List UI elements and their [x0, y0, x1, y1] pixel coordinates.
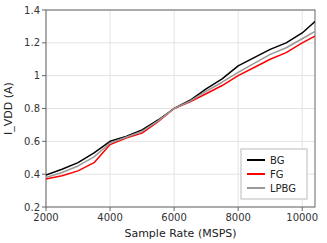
x-axis-label: Sample Rate (MSPS) [124, 227, 236, 240]
tick-label-y: 1.2 [24, 37, 40, 48]
y-axis-label: I_VDD (A) [2, 82, 15, 135]
grid-line-y [46, 141, 315, 142]
tick-label-x: 2000 [33, 212, 58, 223]
legend-swatch [247, 173, 265, 175]
tick-label-x: 8000 [225, 212, 250, 223]
legend-label: FG [270, 169, 284, 180]
tick-y [42, 42, 46, 43]
tick-x [110, 207, 111, 211]
grid-line-y [46, 108, 315, 109]
tick-label-y: 1.4 [24, 5, 40, 16]
grid-line-x [238, 10, 239, 207]
legend-swatch [247, 159, 265, 161]
tick-label-y: 0.4 [24, 169, 40, 180]
tick-x [238, 207, 239, 211]
grid [46, 10, 315, 207]
legend-swatch [247, 187, 265, 189]
tick-y [42, 141, 46, 142]
tick-label-y: 1 [34, 70, 40, 81]
tick-label-y: 0.8 [24, 103, 40, 114]
chart: 0.2 0.4 0.6 0.8 1 1.2 1.4 2000 4000 6000 8000 10000… [0, 0, 327, 243]
tick-y [42, 207, 46, 208]
tick-x [46, 207, 47, 211]
legend: BG FG LPBG [241, 149, 307, 199]
legend-label: LPBG [270, 183, 296, 194]
grid-line-x [110, 10, 111, 207]
tick-label-y: 0.2 [24, 202, 40, 213]
tick-y [42, 174, 46, 175]
plot-frame [46, 10, 315, 207]
tick-x [302, 207, 303, 211]
tick-y [42, 75, 46, 76]
legend-label: BG [270, 155, 284, 166]
tick-y [42, 108, 46, 109]
tick-label-x: 6000 [161, 212, 186, 223]
legend-box [241, 149, 307, 199]
grid-line-y [46, 42, 315, 43]
series-line [46, 31, 315, 177]
tick-label-x: 4000 [97, 212, 122, 223]
grid-line-y [46, 75, 315, 76]
lines [46, 21, 315, 179]
tick-y [42, 10, 46, 11]
tick-x [174, 207, 175, 211]
series-line [46, 36, 315, 179]
tick-label-y: 0.6 [24, 136, 40, 147]
tick-label-x: 10000 [286, 212, 318, 223]
